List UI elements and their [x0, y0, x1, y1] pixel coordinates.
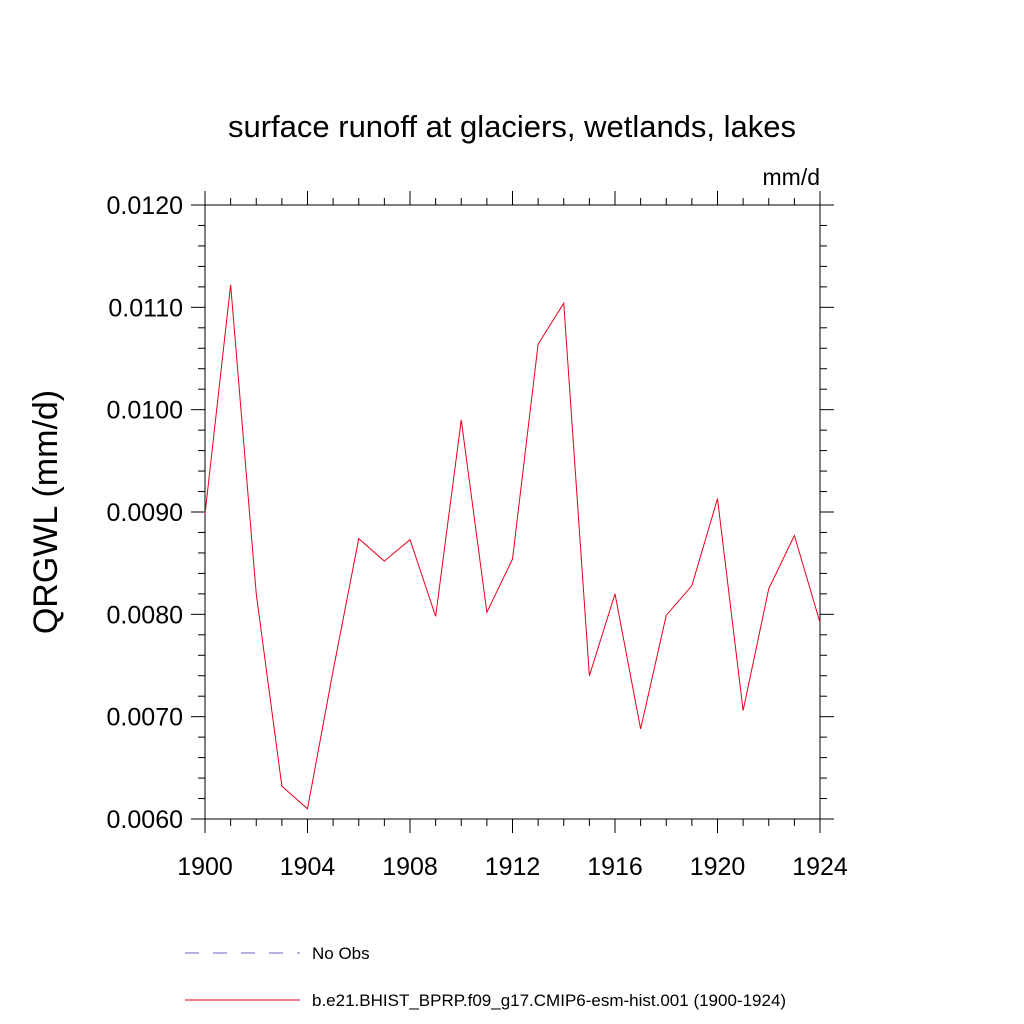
units-label: mm/d [763, 164, 821, 190]
y-tick-label: 0.0090 [107, 499, 183, 527]
x-tick-label: 1916 [587, 853, 643, 881]
y-tick-label: 0.0110 [108, 294, 183, 322]
x-tick-label: 1908 [382, 853, 438, 881]
series-line-0 [204, 284, 821, 810]
legend-label-no-obs: No Obs [312, 944, 370, 963]
y-axis-ticks: 0.0060 0.0070 0.0080 0.0090 0.0100 0.0110 0.01… [107, 192, 834, 834]
x-tick-label: 1920 [690, 853, 746, 881]
y-tick-label: 0.0120 [107, 192, 183, 220]
y-tick-label: 0.0060 [107, 806, 183, 834]
x-tick-label: 1904 [280, 853, 336, 881]
y-tick-label: 0.0070 [107, 704, 183, 732]
chart-title: surface runoff at glaciers, wetlands, la… [228, 109, 796, 144]
x-tick-label: 1924 [792, 853, 848, 881]
series-group [204, 284, 821, 810]
y-tick-label: 0.0100 [107, 397, 183, 425]
x-tick-label: 1900 [177, 853, 233, 881]
legend-label-model-run: b.e21.BHIST_BPRP.f09_g17.CMIP6-esm-hist.… [312, 991, 786, 1010]
y-axis-label: QRGWL (mm/d) [27, 390, 65, 634]
y-tick-label: 0.0080 [107, 601, 183, 629]
x-tick-label: 1912 [485, 853, 541, 881]
legend: No Obs b.e21.BHIST_BPRP.f09_g17.CMIP6-es… [185, 944, 786, 1010]
x-axis-ticks: 1900 1904 1908 1912 1916 1920 1924 [177, 191, 848, 881]
plot-frame [204, 204, 821, 820]
